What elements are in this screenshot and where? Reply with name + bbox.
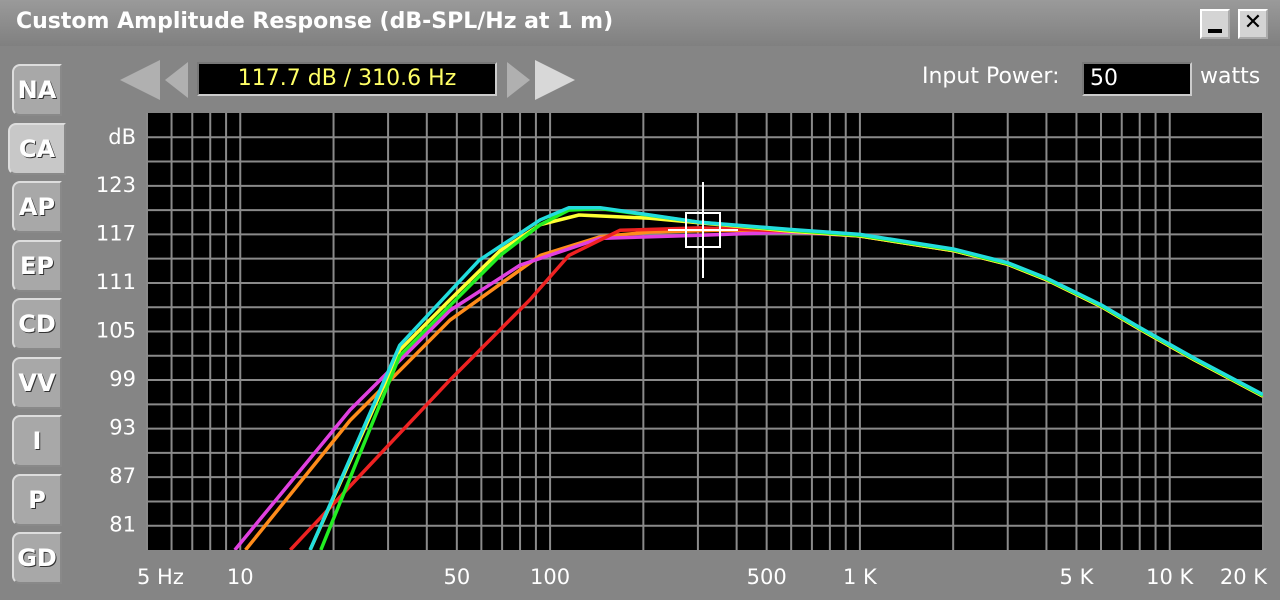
tab[interactable]: AP — [12, 181, 62, 233]
input-power-label: Input Power: — [922, 64, 1060, 89]
y-tick-label: 99 — [109, 367, 136, 391]
next-arrow[interactable] — [507, 62, 530, 98]
y-tick-label: 111 — [96, 270, 136, 294]
y-tick-label: 87 — [109, 464, 136, 488]
tab[interactable]: CA — [8, 122, 66, 175]
close-button[interactable]: ✕ — [1238, 9, 1268, 39]
x-tick-label: 5 Hz — [137, 565, 184, 589]
tab[interactable]: EP — [12, 239, 62, 292]
tab[interactable]: CD — [12, 298, 62, 350]
x-tick-label: 10 K — [1146, 565, 1194, 589]
cursor-readout: 117.7 dB / 310.6 Hz — [197, 62, 497, 96]
x-tick-label: 5 K — [1060, 565, 1095, 589]
response-curve — [308, 205, 1263, 550]
input-power-field[interactable]: 50 — [1082, 62, 1192, 96]
x-tick-label: 1 K — [843, 565, 878, 589]
grid — [146, 113, 1264, 550]
x-tick-label: 500 — [747, 565, 787, 589]
y-tick-label: 81 — [109, 513, 136, 537]
x-tick-label: 50 — [443, 565, 470, 589]
x-tick-label: 10 — [227, 565, 254, 589]
input-power-unit: watts — [1200, 64, 1261, 89]
minimize-button[interactable] — [1200, 9, 1230, 39]
y-tick-label: 93 — [109, 416, 136, 440]
window-title: Custom Amplitude Response (dB-SPL/Hz at … — [16, 9, 614, 34]
cursor — [668, 182, 738, 278]
title-bar: Custom Amplitude Response (dB-SPL/Hz at … — [0, 0, 1280, 46]
x-tick-label: 100 — [530, 565, 570, 589]
tab[interactable]: NA — [12, 64, 62, 116]
x-tick-label: 20 K — [1220, 565, 1268, 589]
tab[interactable]: P — [12, 473, 62, 526]
first-arrow[interactable] — [120, 60, 160, 100]
tab[interactable]: GD — [12, 532, 62, 584]
curves — [233, 205, 1263, 550]
y-tick-label: 117 — [96, 221, 136, 245]
last-arrow[interactable] — [535, 60, 575, 100]
prev-arrow[interactable] — [165, 62, 188, 98]
y-axis-label: dB — [108, 125, 136, 149]
tab[interactable]: I — [12, 415, 62, 467]
tab[interactable]: VV — [12, 356, 62, 409]
y-tick-label: 123 — [96, 173, 136, 197]
y-tick-label: 105 — [96, 319, 136, 343]
